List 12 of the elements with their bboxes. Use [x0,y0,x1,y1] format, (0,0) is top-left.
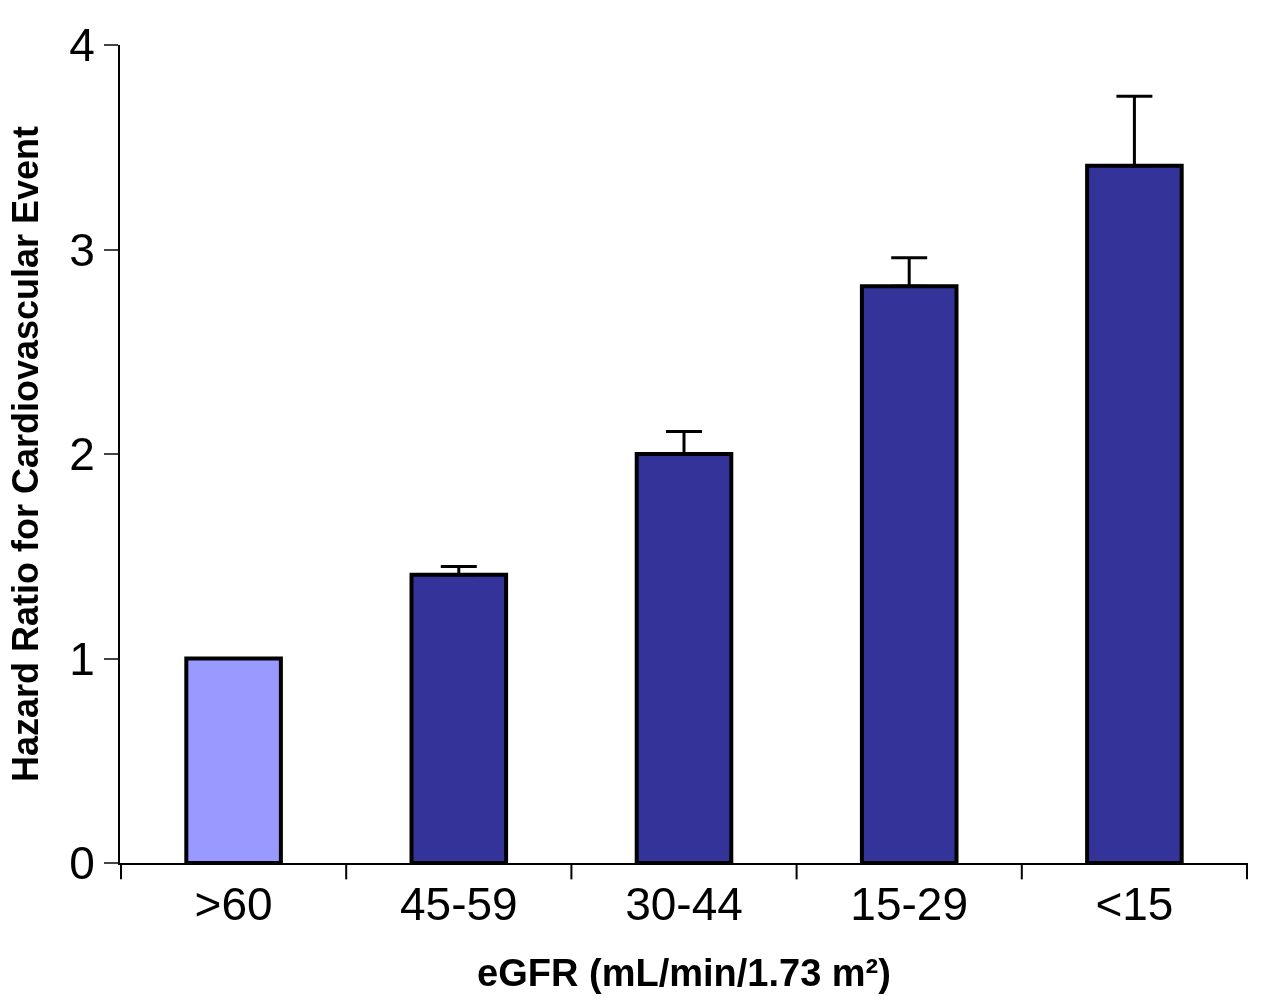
x-tick-label: <15 [1095,878,1174,931]
y-axis-title: Hazard Ratio for Cardiovascular Event [4,125,46,783]
x-axis-title: eGFR (mL/min/1.73 m²) [477,951,891,994]
x-tick-label: 15-29 [850,878,969,931]
x-tick-label: >60 [194,878,273,931]
y-tick-label: 4 [69,19,95,72]
x-tick-label: 45-59 [399,878,518,931]
y-tick-label: 2 [69,428,95,481]
x-tick-label: 30-44 [625,878,743,931]
y-tick-label: 1 [69,632,95,685]
y-tick-label: 3 [69,223,95,276]
y-tick-label: 0 [69,837,95,890]
